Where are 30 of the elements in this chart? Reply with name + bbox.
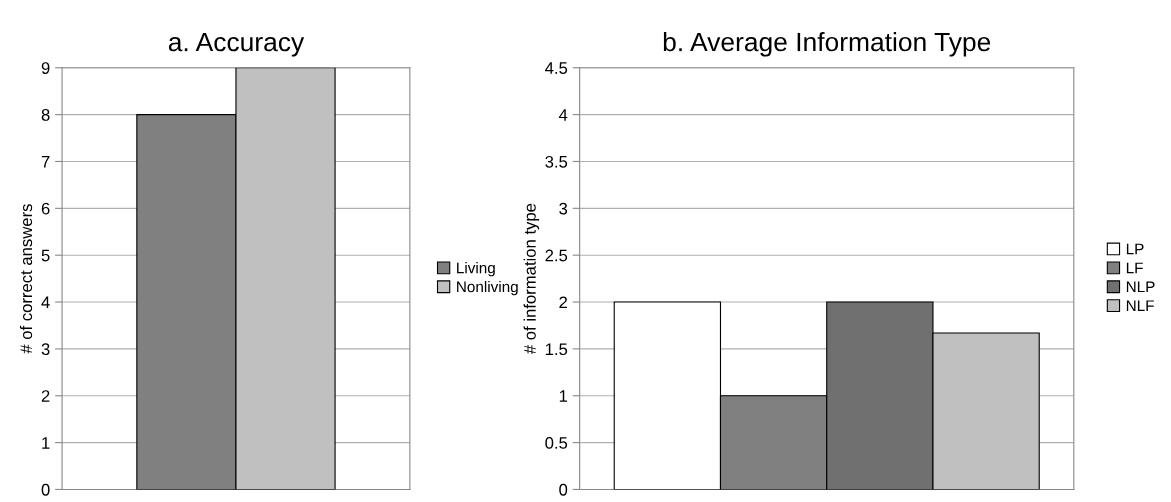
legend-label: NLF xyxy=(1126,300,1154,311)
y-tick-label: 0.5 xyxy=(545,437,568,449)
legend-label: Living xyxy=(457,262,495,277)
y-tick-label: 0 xyxy=(41,483,50,496)
y-axis-title: # of information type xyxy=(523,203,540,355)
y-tick-label: 7 xyxy=(41,156,50,168)
y-tick-label: 3 xyxy=(41,343,50,356)
y-tick-label: 0 xyxy=(559,483,568,496)
y-tick-label: 3 xyxy=(559,202,568,215)
legend-label: Nonliving xyxy=(457,280,518,296)
chart-title: b. Average Information Type xyxy=(663,31,991,57)
legend-label: NLP xyxy=(1126,281,1155,293)
y-tick-label: 1 xyxy=(42,437,50,449)
legend-label: LF xyxy=(1126,262,1143,274)
y-tick-label: 4.5 xyxy=(545,62,568,74)
y-tick-label: 2 xyxy=(559,296,567,309)
y-tick-label: 8 xyxy=(41,109,50,121)
chart-title: a. Accuracy xyxy=(168,32,305,57)
y-tick-label: 2.5 xyxy=(545,249,568,262)
y-tick-label: 9 xyxy=(41,62,50,74)
y-tick-label: 1.5 xyxy=(545,343,568,356)
y-tick-label: 4 xyxy=(41,296,50,309)
legend-label: LP xyxy=(1126,243,1144,255)
y-tick-label: 5 xyxy=(41,249,50,262)
y-tick-label: 1 xyxy=(559,390,568,402)
y-tick-label: 4 xyxy=(558,109,568,121)
y-tick-label: 6 xyxy=(41,202,50,215)
y-tick-label: 3.5 xyxy=(545,155,568,168)
y-axis-title: # of correct answers xyxy=(19,204,33,354)
y-tick-label: 2 xyxy=(41,390,50,402)
